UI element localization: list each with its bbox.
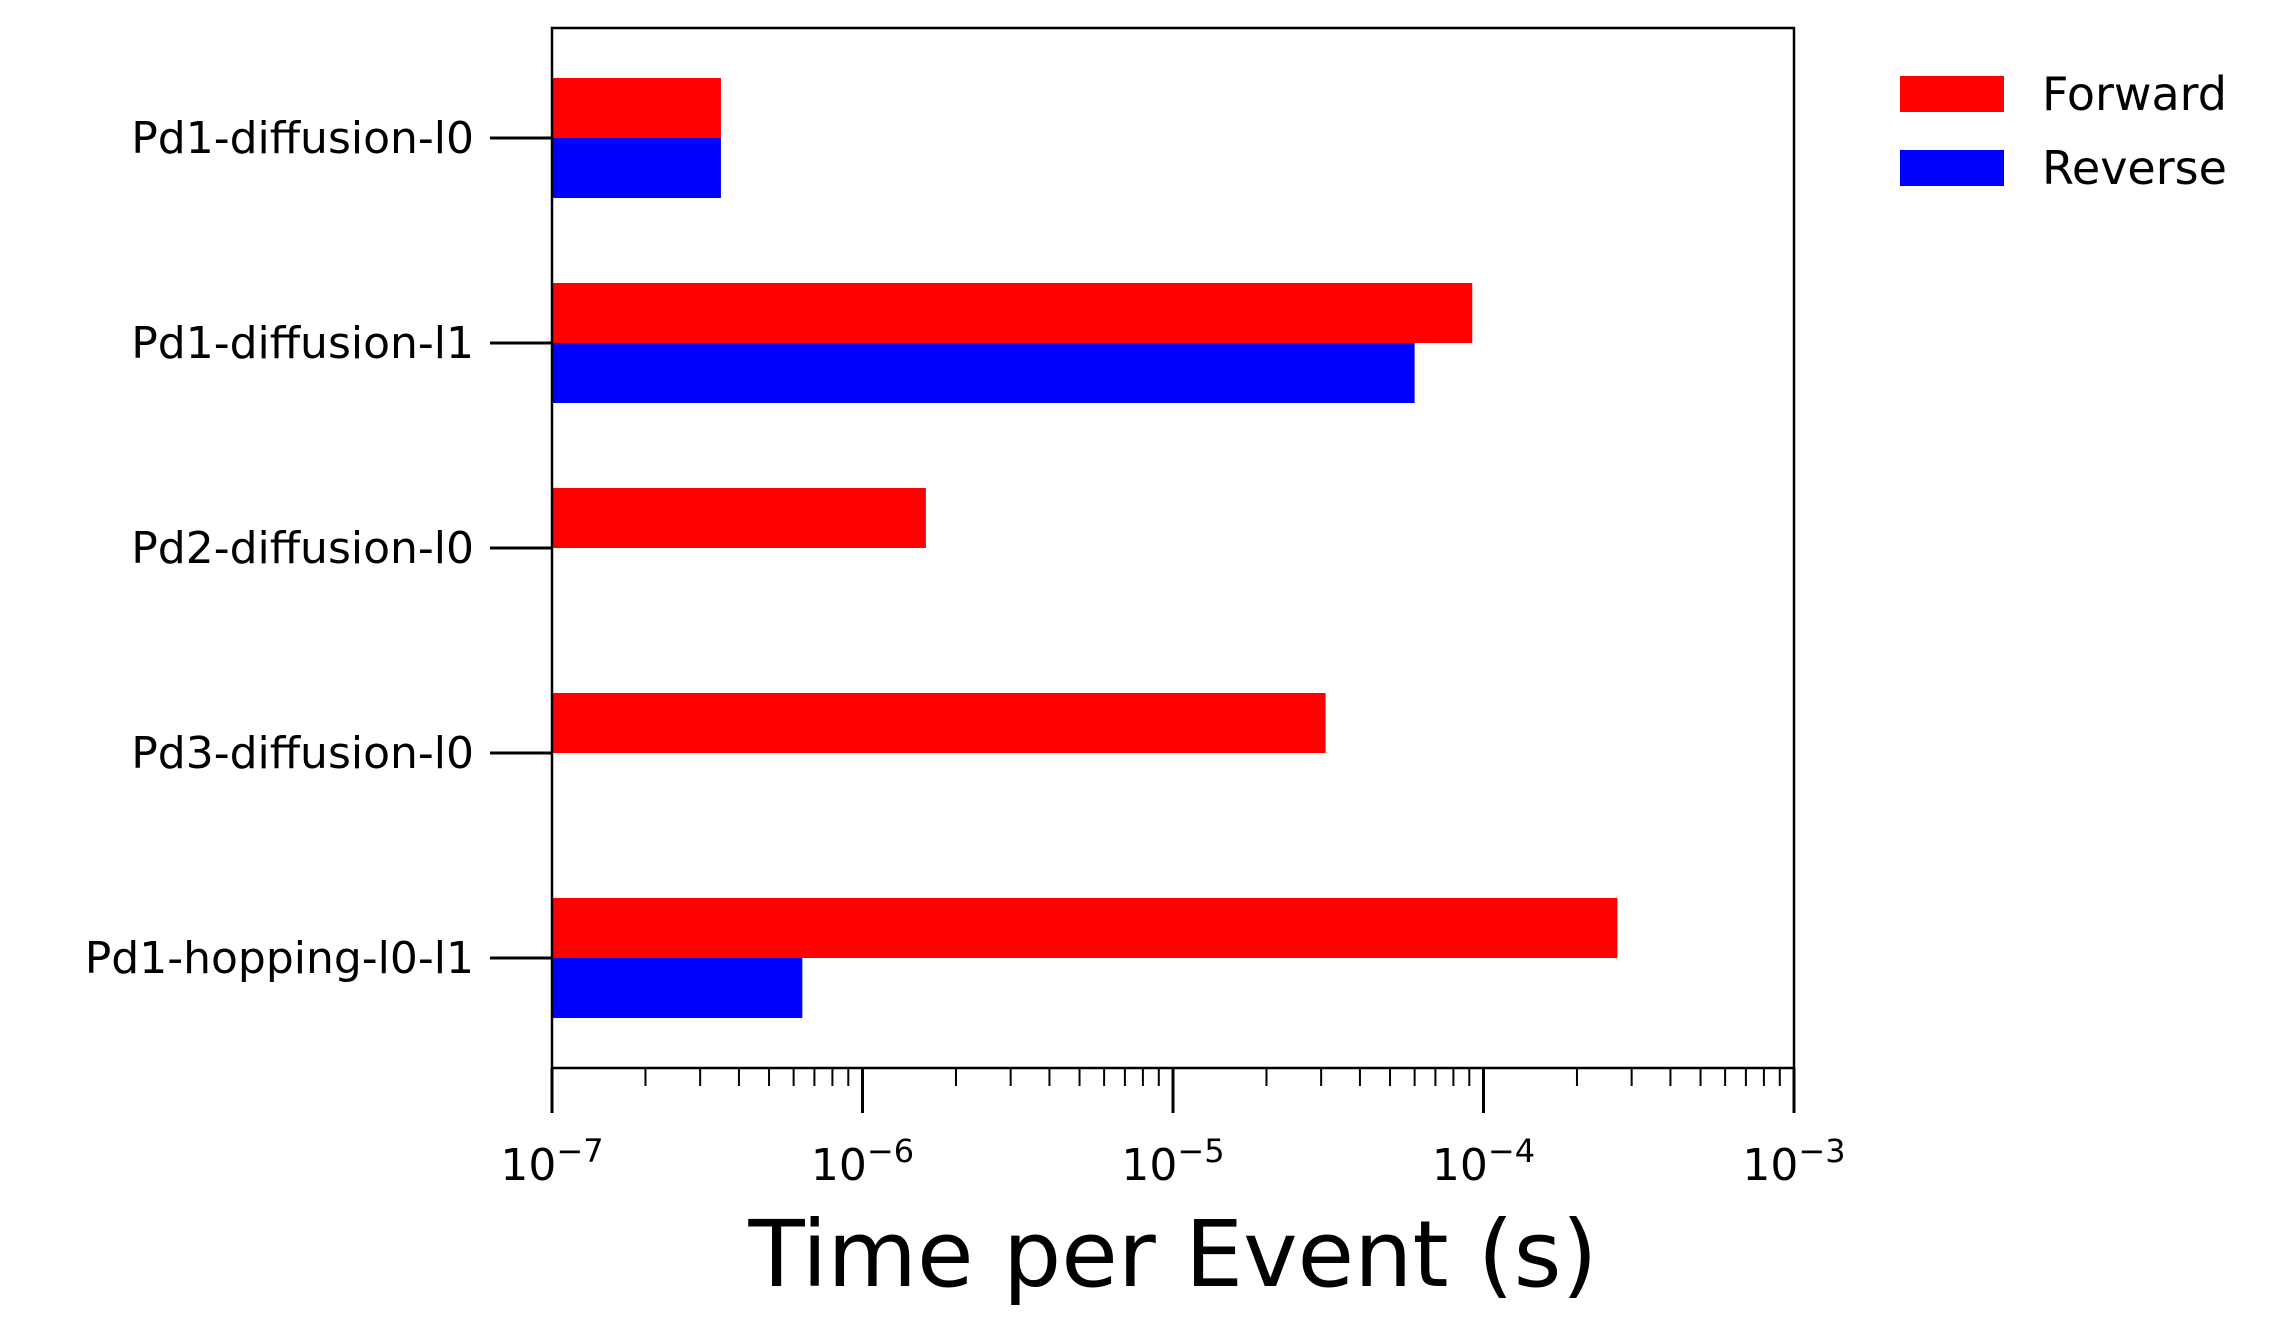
bar-forward-1 bbox=[552, 78, 721, 138]
bars bbox=[552, 78, 1618, 1018]
bar-forward-2 bbox=[552, 283, 1473, 343]
legend-swatch-reverse bbox=[1900, 150, 2004, 186]
x-tick-label-5: 10−3 bbox=[1742, 1132, 1845, 1191]
legend-swatch-forward bbox=[1900, 76, 2004, 112]
y-tick-label-4: Pd3-diffusion-l0 bbox=[131, 728, 474, 779]
x-tick-label-3: 10−5 bbox=[1121, 1132, 1224, 1191]
x-tick-label-1: 10−7 bbox=[500, 1132, 603, 1191]
bar-forward-4 bbox=[552, 693, 1326, 753]
x-axis-label: Time per Event (s) bbox=[748, 1201, 1598, 1308]
y-tick-label-1: Pd1-diffusion-l0 bbox=[131, 113, 474, 164]
bar-forward-3 bbox=[552, 488, 926, 548]
y-tick-label-2: Pd1-diffusion-l1 bbox=[131, 318, 474, 369]
x-tick-label-2: 10−6 bbox=[811, 1132, 914, 1191]
bar-forward-5 bbox=[552, 898, 1618, 958]
bar-reverse-5 bbox=[552, 958, 803, 1018]
legend: Forward Reverse bbox=[1900, 67, 2227, 195]
bar-reverse-1 bbox=[552, 138, 721, 198]
y-axis: Pd1-diffusion-l0 Pd1-diffusion-l1 Pd2-diff… bbox=[85, 113, 552, 984]
legend-label-reverse: Reverse bbox=[2042, 141, 2227, 195]
y-tick-label-3: Pd2-diffusion-l0 bbox=[131, 523, 474, 574]
y-tick-label-5: Pd1-hopping-l0-l1 bbox=[85, 933, 474, 984]
x-tick-label-4: 10−4 bbox=[1432, 1132, 1535, 1191]
bar-reverse-2 bbox=[552, 343, 1415, 403]
x-axis: 10−7 10−6 10−5 10−4 10−3 bbox=[500, 1068, 1846, 1191]
legend-label-forward: Forward bbox=[2042, 67, 2227, 121]
